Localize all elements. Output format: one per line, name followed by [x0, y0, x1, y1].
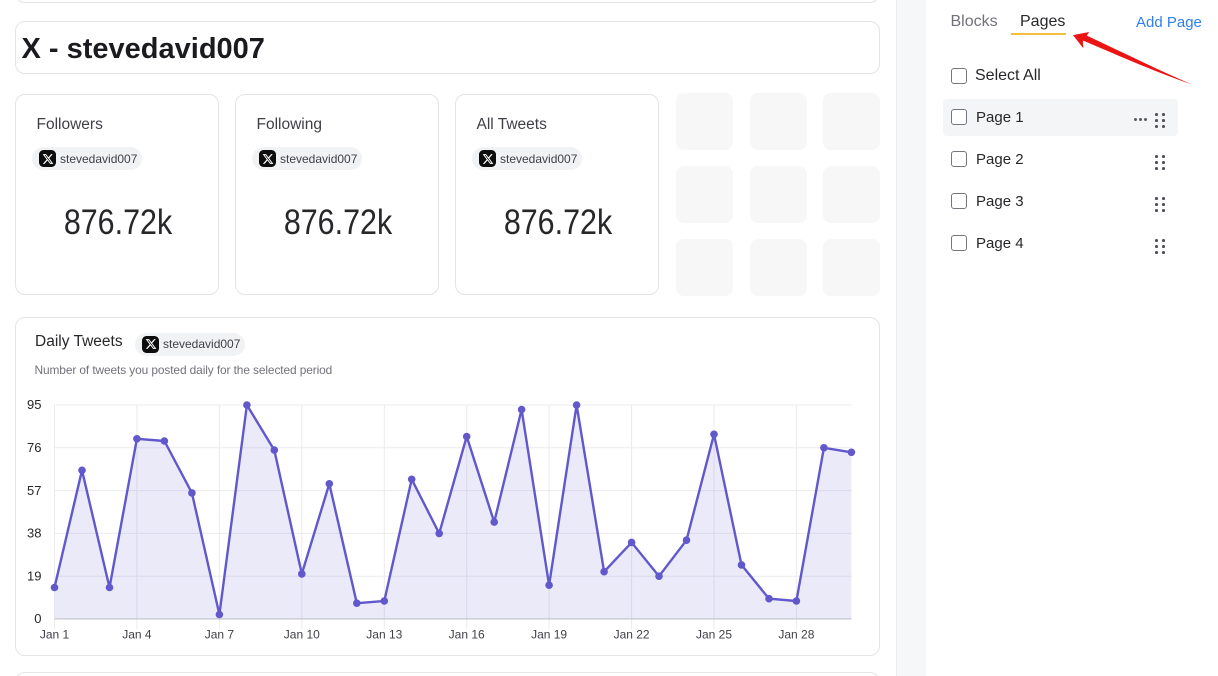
svg-text:19: 19 [27, 568, 41, 583]
svg-text:Jan 1: Jan 1 [40, 628, 70, 642]
svg-text:Jan 28: Jan 28 [778, 628, 814, 642]
svg-text:0: 0 [34, 611, 41, 626]
svg-text:Jan 7: Jan 7 [205, 628, 235, 642]
svg-text:Jan 13: Jan 13 [366, 628, 402, 642]
svg-text:95: 95 [27, 397, 41, 412]
svg-text:76: 76 [27, 440, 41, 455]
svg-text:Jan 10: Jan 10 [284, 628, 320, 642]
svg-text:Jan 25: Jan 25 [696, 628, 732, 642]
svg-text:57: 57 [27, 483, 41, 498]
svg-text:Jan 4: Jan 4 [122, 628, 152, 642]
svg-text:38: 38 [27, 526, 41, 541]
svg-text:Jan 22: Jan 22 [614, 628, 650, 642]
svg-text:Jan 19: Jan 19 [531, 628, 567, 642]
svg-text:Jan 16: Jan 16 [449, 628, 485, 642]
